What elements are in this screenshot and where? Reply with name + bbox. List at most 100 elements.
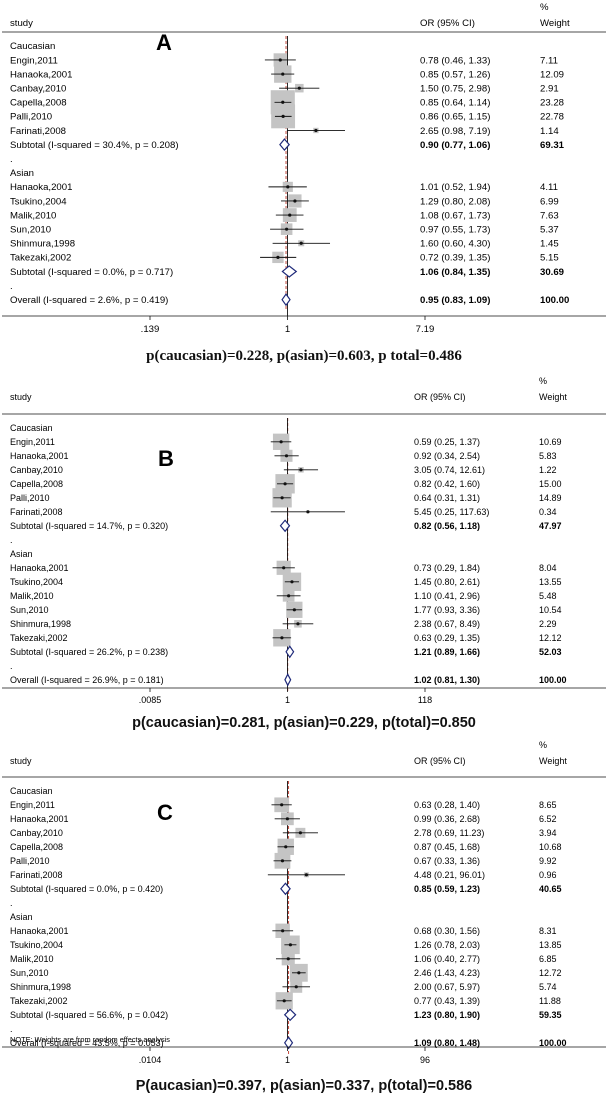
header-weight-percent: % bbox=[540, 2, 549, 13]
study-weight: 13.85 bbox=[539, 940, 562, 950]
study-name: Canbay,2010 bbox=[10, 828, 63, 838]
subgroup-label: Caucasian bbox=[10, 423, 53, 433]
study-name: Takezaki,2002 bbox=[10, 996, 68, 1006]
study-or-ci: 1.06 (0.40, 2.77) bbox=[414, 954, 480, 964]
spacer-dot: . bbox=[10, 898, 13, 908]
study-name: Sun,2010 bbox=[10, 968, 49, 978]
header-study: study bbox=[10, 392, 32, 402]
study-or-ci: 1.45 (0.80, 2.61) bbox=[414, 577, 480, 587]
study-name: Capella,2008 bbox=[10, 479, 63, 489]
study-weight: 1.22 bbox=[539, 465, 557, 475]
study-or-ci: 0.85 (0.57, 1.26) bbox=[420, 69, 490, 80]
study-point bbox=[288, 213, 292, 217]
subtotal-weight: 52.03 bbox=[539, 647, 562, 657]
subtotal-diamond bbox=[283, 1008, 297, 1022]
subtotal-or-ci: 0.85 (0.59, 1.23) bbox=[414, 884, 480, 894]
study-or-ci: 2.78 (0.69, 11.23) bbox=[414, 828, 484, 838]
header-or-ci: OR (95% CI) bbox=[420, 18, 475, 29]
study-name: Hanaoka,2001 bbox=[10, 451, 69, 461]
axis-tick-label: .0085 bbox=[139, 695, 162, 705]
study-or-ci: 0.68 (0.30, 1.56) bbox=[414, 926, 480, 936]
overall-diamond bbox=[284, 672, 292, 687]
study-point bbox=[284, 454, 289, 458]
overall-diamond bbox=[283, 1036, 294, 1050]
subtotal-label: Subtotal (I-squared = 0.0%, p = 0.420) bbox=[10, 884, 163, 894]
study-name: Engin,2011 bbox=[10, 800, 55, 810]
study-point bbox=[281, 72, 285, 76]
panel-letter: A bbox=[156, 30, 172, 55]
study-weight: 15.00 bbox=[539, 479, 562, 489]
header-weight-percent: % bbox=[539, 376, 547, 386]
study-name: Malik,2010 bbox=[10, 210, 56, 221]
study-or-ci: 0.97 (0.55, 1.73) bbox=[420, 225, 490, 236]
forest-plot-b-caption: p(caucasian)=0.281, p(asian)=0.229, p(to… bbox=[132, 715, 476, 731]
subtotal-diamond bbox=[285, 645, 295, 659]
study-name: Shinmura,1998 bbox=[10, 619, 71, 629]
study-weight: 12.09 bbox=[540, 69, 564, 80]
study-point bbox=[280, 496, 284, 500]
study-or-ci: 2.38 (0.67, 8.49) bbox=[414, 619, 480, 629]
study-point bbox=[285, 817, 289, 821]
header-study: study bbox=[10, 756, 32, 766]
study-point bbox=[282, 999, 286, 1003]
study-or-ci: 0.63 (0.28, 1.40) bbox=[414, 800, 480, 810]
study-or-ci: 2.46 (1.43, 4.23) bbox=[414, 968, 480, 978]
study-point bbox=[286, 185, 290, 189]
study-name: Malik,2010 bbox=[10, 591, 54, 601]
study-weight: 6.52 bbox=[539, 814, 557, 824]
study-point bbox=[280, 803, 284, 807]
subtotal-weight: 30.69 bbox=[540, 267, 564, 278]
study-weight: 11.88 bbox=[539, 996, 561, 1006]
axis-tick-label: .0104 bbox=[139, 1055, 162, 1065]
study-name: Malik,2010 bbox=[10, 954, 54, 964]
study-or-ci: 0.59 (0.25, 1.37) bbox=[414, 437, 480, 447]
study-point bbox=[285, 227, 289, 231]
weights-note: NOTE: Weights are from random effects an… bbox=[10, 1035, 170, 1044]
study-point bbox=[288, 943, 293, 947]
subgroup-label: Caucasian bbox=[10, 786, 53, 796]
header-or-ci: OR (95% CI) bbox=[414, 756, 466, 766]
study-point bbox=[283, 482, 287, 486]
spacer-dot: . bbox=[10, 535, 13, 545]
study-weight: 23.28 bbox=[540, 98, 564, 109]
study-weight: 2.29 bbox=[539, 619, 557, 629]
study-name: Hanaoka,2001 bbox=[10, 926, 69, 936]
study-or-ci: 1.01 (0.52, 1.94) bbox=[420, 182, 490, 193]
study-weight: 7.63 bbox=[540, 210, 559, 221]
study-name: Capella,2008 bbox=[10, 842, 63, 852]
study-or-ci: 0.92 (0.34, 2.54) bbox=[414, 451, 480, 461]
subgroup-label: Asian bbox=[10, 912, 33, 922]
overall-or-ci: 1.02 (0.81, 1.30) bbox=[414, 675, 480, 685]
study-name: Hanaoka,2001 bbox=[10, 814, 69, 824]
study-name: Takezaki,2002 bbox=[10, 633, 68, 643]
study-name: Takezaki,2002 bbox=[10, 253, 71, 264]
study-point bbox=[297, 86, 301, 90]
axis-tick-label: 1 bbox=[285, 695, 290, 705]
panel-letter: B bbox=[158, 446, 174, 471]
overall-weight: 100.00 bbox=[539, 1038, 567, 1048]
study-weight: 10.69 bbox=[539, 437, 562, 447]
subtotal-label: Subtotal (I-squared = 26.2%, p = 0.238) bbox=[10, 647, 168, 657]
study-point bbox=[281, 100, 285, 104]
study-or-ci: 5.45 (0.25, 117.63) bbox=[414, 507, 489, 517]
header-study: study bbox=[10, 18, 33, 29]
study-weight: 5.83 bbox=[539, 451, 557, 461]
study-or-ci: 0.63 (0.29, 1.35) bbox=[414, 633, 480, 643]
study-weight: 7.11 bbox=[540, 55, 558, 66]
study-point bbox=[280, 636, 284, 640]
spacer-dot: . bbox=[10, 154, 13, 165]
study-weight: 8.31 bbox=[539, 926, 557, 936]
spacer-dot: . bbox=[10, 661, 13, 671]
header-weight-percent: % bbox=[539, 740, 547, 750]
study-weight: 9.92 bbox=[539, 856, 557, 866]
study-or-ci: 0.85 (0.64, 1.14) bbox=[420, 98, 490, 109]
header-weight: Weight bbox=[539, 392, 567, 402]
study-weight: 10.54 bbox=[539, 605, 562, 615]
study-point bbox=[287, 594, 291, 598]
study-weight: 5.48 bbox=[539, 591, 557, 601]
subtotal-label: Subtotal (I-squared = 56.6%, p = 0.042) bbox=[10, 1010, 168, 1020]
study-weight: 1.14 bbox=[540, 126, 559, 137]
overall-label: Overall (I-squared = 43.5%, p = 0.053) bbox=[10, 1038, 164, 1048]
